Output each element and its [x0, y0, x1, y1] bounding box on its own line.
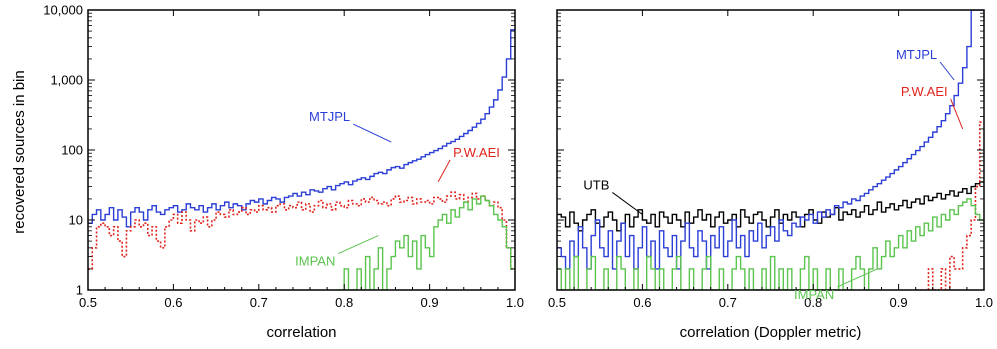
right-x-tick-label: 1.0 — [975, 295, 993, 310]
left-annotation-mtjpl: MTJPL — [309, 109, 350, 124]
right-x-tick-label: 0.7 — [719, 295, 737, 310]
right-annotation-impan: IMPAN — [794, 287, 834, 302]
right-x-tick-label: 0.6 — [633, 295, 651, 310]
right-x-tick-label: 0.9 — [890, 295, 908, 310]
left-x-tick-label: 0.6 — [164, 295, 182, 310]
right-annotation-utb: UTB — [583, 177, 609, 192]
right-x-tick-label: 0.5 — [548, 295, 566, 310]
left-annotation-leader — [338, 235, 379, 254]
right-annotation-p-w-aei: P.W.AEI — [901, 84, 948, 99]
left-annotation-leader — [437, 159, 451, 183]
left-annotation-p-w-aei: P.W.AEI — [453, 145, 500, 160]
right-annotation-leader — [939, 61, 955, 81]
left-y-tick-label: 1,000 — [50, 73, 83, 88]
right-x-axis-title: correlation (Doppler metric) — [680, 324, 862, 341]
right-series-impan — [557, 198, 984, 290]
right-panel: 0.5 0.6 0.7 0.8 0.9 1.0 MTJPLP.W.AEIUTBIMPAN … — [548, 9, 993, 341]
y-axis-title: recovered sources in bin — [11, 70, 28, 233]
left-y-tick-label: 10,000 — [43, 3, 83, 18]
left-y-tick-label: 1 — [76, 283, 83, 298]
right-annotation-mtjpl: MTJPL — [896, 47, 937, 62]
left-series-layer — [88, 29, 515, 290]
left-x-tick-label: 0.7 — [250, 295, 268, 310]
left-annotation-leader — [352, 123, 392, 143]
right-series-mtjpl — [557, 10, 984, 270]
left-series-impan — [334, 195, 515, 290]
left-x-tick-label: 0.8 — [335, 295, 353, 310]
left-series-p-w-aei — [88, 191, 515, 270]
right-ticks: 0.5 0.6 0.7 0.8 0.9 1.0 — [548, 9, 993, 310]
right-annotation-leader — [837, 268, 878, 288]
right-annotations: MTJPL P.W.AEI UTB IMPAN — [583, 47, 964, 302]
right-series-layer — [557, 10, 984, 290]
left-x-tick-label: 0.5 — [79, 295, 97, 310]
left-y-tick-label: 100 — [61, 143, 83, 158]
right-annotation-leader — [950, 98, 964, 130]
left-x-axis-title: correlation — [266, 324, 336, 341]
left-ticks: 0.5 0.6 0.7 0.8 0.9 1.0 1 10 100 1,000 10,000 — [43, 3, 524, 311]
left-series-mtjpl — [88, 29, 515, 228]
right-x-tick-label: 0.8 — [804, 295, 822, 310]
left-x-tick-label: 0.9 — [421, 295, 439, 310]
right-annotation-leader — [612, 192, 643, 215]
left-annotations: MTJPL P.W.AEI IMPAN — [295, 109, 500, 269]
left-panel: 0.5 0.6 0.7 0.8 0.9 1.0 1 10 100 1,000 10,000 MTJP… — [43, 3, 524, 342]
right-series-utb — [557, 181, 984, 232]
left-plot-frame — [87, 9, 516, 291]
left-y-tick-label: 10 — [69, 213, 83, 228]
left-annotation-impan: IMPAN — [295, 254, 335, 269]
left-x-tick-label: 1.0 — [506, 295, 524, 310]
